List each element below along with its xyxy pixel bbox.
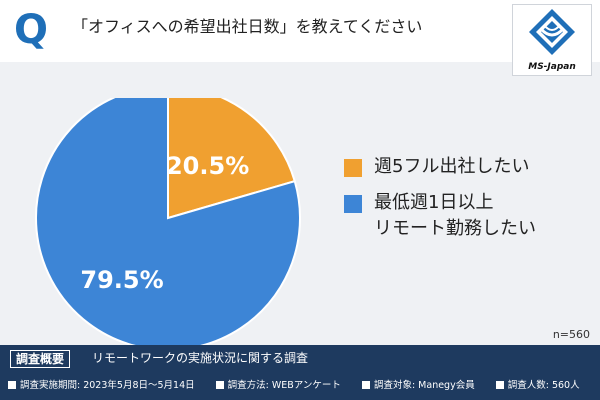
footer: 調査概要 リモートワークの実施状況に関する調査 調査実施期間: 2023年5月8… [0, 345, 600, 400]
bullet-icon [215, 381, 224, 389]
legend-swatch-office [344, 159, 362, 177]
logo-emblem-icon [529, 9, 575, 55]
chart-area: 20.5% 79.5% [0, 98, 600, 345]
ms-japan-logo: MS-Japan [512, 4, 592, 76]
detail-target: 調査対象: Manegy会員 [361, 377, 475, 391]
question-text: 「オフィスへの希望出社日数」を教えてください [72, 17, 423, 36]
survey-tag: 調査概要 [10, 350, 71, 368]
header: Q 「オフィスへの希望出社日数」を教えてください [0, 0, 600, 62]
legend-label-remote: 最低週1日以上 リモート勤務したい [374, 192, 536, 239]
sample-size: n=560 [552, 328, 590, 341]
legend-swatch-remote [344, 195, 362, 213]
detail-count: 調査人数: 560人 [495, 377, 580, 391]
logo-text: MS-Japan [528, 62, 576, 72]
legend: 週5フル出社したい 最低週1日以上 リモート勤務したい [344, 154, 536, 252]
bullet-icon [361, 381, 370, 389]
pie-data-label-0: 20.5% [166, 152, 249, 180]
survey-details: 調査実施期間: 2023年5月8日〜5月14日 調査方法: WEBアンケート 調… [8, 377, 598, 391]
legend-label-office: 週5フル出社したい [374, 156, 530, 177]
legend-item-remote: 最低週1日以上 リモート勤務したい [344, 190, 536, 242]
bullet-icon [8, 381, 16, 389]
detail-method: 調査方法: WEBアンケート [215, 377, 341, 391]
q-mark: Q [14, 7, 49, 53]
detail-period-text: 調査実施期間: 2023年5月8日〜5月14日 [20, 380, 195, 391]
detail-method-text: 調査方法: WEBアンケート [227, 380, 341, 391]
detail-period: 調査実施期間: 2023年5月8日〜5月14日 [8, 377, 195, 391]
pie-chart: 20.5% 79.5% [35, 98, 301, 345]
pie-slice-0 [167, 98, 296, 220]
detail-count-text: 調査人数: 560人 [507, 380, 580, 391]
pie-data-label-1: 79.5% [80, 266, 163, 294]
legend-item-office: 週5フル出社したい [344, 154, 536, 180]
pie-slice-1 [35, 98, 301, 345]
detail-target-text: 調査対象: Manegy会員 [373, 380, 475, 391]
bullet-icon [495, 381, 504, 389]
header-band [0, 62, 600, 98]
survey-title: リモートワークの実施状況に関する調査 [92, 351, 309, 365]
